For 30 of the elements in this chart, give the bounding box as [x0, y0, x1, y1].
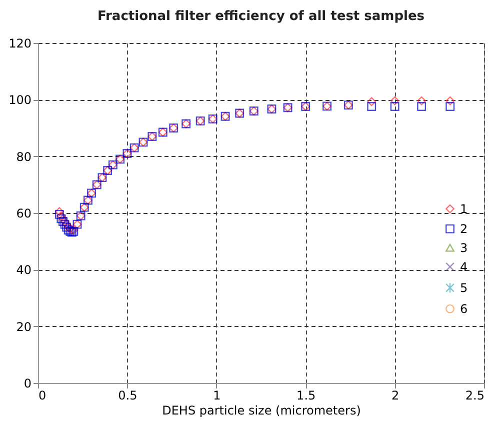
- point: [390, 96, 400, 106]
- point: [417, 102, 426, 111]
- legend-label: 6: [460, 302, 468, 316]
- legend-label: 1: [460, 202, 468, 216]
- point: [417, 96, 426, 106]
- point: [446, 96, 455, 106]
- point: [367, 97, 376, 106]
- point: [446, 102, 455, 111]
- y-tick-label: 100: [8, 93, 32, 108]
- y-tick-label: 60: [16, 206, 32, 220]
- x-tick-label: 2: [391, 388, 400, 402]
- legend-label: 4: [460, 260, 468, 274]
- x-tick-label: 0: [38, 388, 46, 402]
- y-tick-label: 40: [16, 263, 32, 278]
- legend-label: 3: [460, 240, 468, 255]
- x-tick-label: 2.5: [465, 388, 484, 402]
- legend-label: 2: [460, 222, 468, 236]
- y-tick-label: 80: [16, 150, 32, 164]
- x-tick-label: 0.5: [118, 388, 138, 402]
- point: [54, 207, 64, 216]
- y-tick-label: 0: [24, 376, 32, 390]
- point: [390, 102, 400, 111]
- x-tick-label: 1: [213, 388, 221, 402]
- point: [367, 102, 376, 111]
- x-tick-label: 1.5: [296, 388, 316, 402]
- legend-label: 5: [460, 280, 468, 295]
- y-tick-label: 120: [8, 36, 32, 50]
- chart-title: Fractional filter efficiency of all test samples: [97, 9, 425, 24]
- y-tick-label: 20: [16, 320, 32, 334]
- x-axis-title: DEHS particle size (micrometers): [162, 404, 361, 418]
